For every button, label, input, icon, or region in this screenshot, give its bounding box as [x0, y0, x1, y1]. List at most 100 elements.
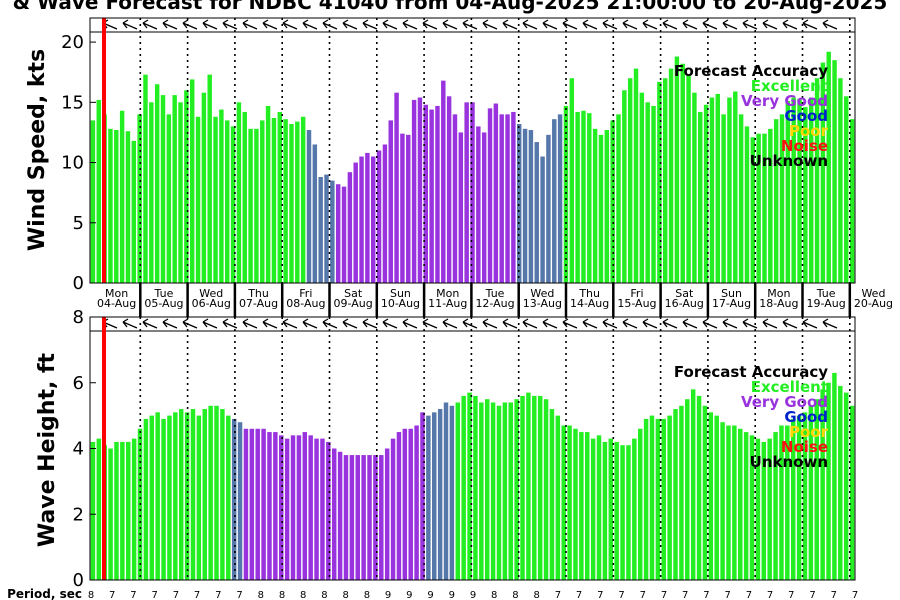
wave-bar — [790, 418, 796, 580]
wind-bar — [534, 142, 539, 283]
wave-bar — [608, 438, 614, 580]
wave-bar — [96, 438, 102, 580]
wave-bar — [126, 441, 131, 580]
chart-title: & Wave Forecast for NDBC 41040 from 04-A… — [12, 0, 888, 14]
wind-bar — [505, 114, 510, 283]
wave-bar — [220, 409, 225, 580]
wind-bar — [768, 128, 773, 283]
wind-legend-item: Excellent — [751, 77, 828, 95]
wind-bar — [692, 92, 697, 284]
wave-bar — [114, 441, 119, 580]
wave-bar — [738, 428, 743, 580]
period-value: 7 — [788, 590, 794, 600]
wave-bar — [108, 448, 113, 580]
wind-bar — [773, 119, 779, 284]
wind-bar — [540, 156, 545, 283]
wave-legend-item: Noise — [781, 438, 828, 456]
direction-arrow-icon — [662, 19, 678, 30]
date-label: 09-Aug — [334, 297, 373, 310]
period-value: 8 — [534, 590, 540, 600]
wave-bar — [496, 405, 502, 580]
period-value: 8 — [364, 590, 370, 600]
wave-bar — [284, 438, 290, 580]
direction-arrow-icon — [462, 19, 478, 30]
wave-bar — [355, 455, 360, 580]
direction-arrow-icon — [522, 318, 538, 329]
wave-bar — [714, 415, 719, 581]
wind-bar — [242, 111, 247, 283]
wave-bar — [384, 448, 390, 580]
wind-bar — [785, 101, 791, 283]
wave-bar — [561, 425, 566, 580]
wind-bar — [184, 90, 189, 284]
direction-arrow-icon — [822, 19, 838, 30]
wave-bar — [308, 435, 313, 580]
wave-bar — [231, 418, 237, 580]
date-label: 05-Aug — [144, 297, 183, 310]
wave-bar — [767, 438, 772, 580]
wind-bar — [791, 97, 796, 283]
direction-arrow-icon — [182, 19, 198, 30]
wind-bar — [557, 114, 563, 283]
wave-bar — [349, 455, 355, 580]
wind-bar — [335, 184, 341, 283]
day-of-week-label: Fri — [630, 287, 643, 300]
period-value: 7 — [661, 590, 667, 600]
direction-arrow-icon — [662, 318, 678, 329]
wind-bar — [481, 132, 487, 283]
period-value: 7 — [809, 590, 815, 600]
wind-bar — [149, 102, 154, 283]
wind-bar — [680, 63, 685, 283]
wave-bar — [649, 415, 655, 581]
wave-bar — [732, 425, 737, 580]
wave-bar — [320, 438, 325, 580]
wind-bar — [546, 134, 551, 283]
day-of-week-label: Tue — [816, 287, 836, 300]
wave-bar — [749, 435, 755, 580]
wave-bar — [226, 415, 231, 581]
wave-bar — [585, 432, 590, 580]
wind-bar — [435, 105, 440, 284]
wind-bar — [808, 97, 814, 283]
wind-bar — [849, 119, 855, 284]
wind-bar — [359, 156, 364, 283]
wave-bar — [685, 399, 690, 580]
day-of-week-label: Sat — [344, 287, 363, 300]
direction-arrow-icon — [522, 19, 538, 30]
wave-bar — [249, 428, 255, 580]
day-of-week-label: Mon — [436, 287, 459, 300]
wind-bar — [371, 156, 376, 283]
wave-bar — [379, 455, 384, 580]
direction-arrow-icon — [742, 318, 758, 329]
wave-bar — [196, 415, 202, 581]
direction-arrow-icon — [622, 318, 638, 329]
date-label: 04-Aug — [97, 297, 136, 310]
wave-bar — [661, 418, 666, 580]
wave-bar — [337, 451, 343, 580]
wind-bar — [225, 120, 230, 283]
wind-bar — [382, 144, 388, 283]
wave-bar — [479, 402, 484, 580]
wind-bar — [814, 78, 820, 283]
wind-bar — [277, 111, 283, 283]
wind-bar — [733, 91, 738, 283]
wind-legend-item: Good — [784, 107, 828, 125]
wind-bar — [254, 128, 259, 283]
day-of-week-label: Mon — [105, 287, 128, 300]
wind-bar — [143, 74, 148, 283]
date-label: 08-Aug — [286, 297, 325, 310]
wave-bar — [667, 415, 672, 581]
direction-arrow-icon — [202, 318, 218, 329]
wave-ytick-label: 2 — [73, 504, 84, 525]
direction-arrow-icon — [582, 19, 598, 30]
period-value: 9 — [470, 590, 476, 600]
wave-bar — [167, 415, 172, 581]
wind-bar — [581, 110, 586, 283]
period-value: 8 — [300, 590, 306, 600]
direction-arrow-icon — [462, 318, 478, 329]
wave-bar — [402, 428, 408, 580]
day-of-week-label: Sun — [390, 287, 411, 300]
wave-bar — [555, 415, 561, 581]
direction-arrow-icon — [802, 318, 818, 329]
wave-bar — [473, 395, 478, 580]
